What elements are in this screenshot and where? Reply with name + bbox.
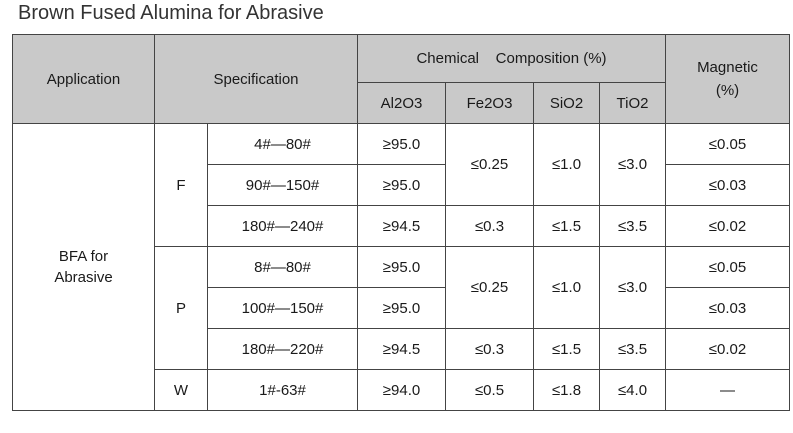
al2o3-cell: ≥94.5 [357,205,446,247]
magnetic-cell: ≤0.02 [665,328,790,370]
sio2-cell: ≤1.5 [533,205,600,247]
grade-cell: P [154,246,208,370]
magnetic-header-line1: Magnetic [697,59,758,76]
tio2-cell: ≤3.5 [599,328,666,370]
size-cell: 1#-63# [207,369,358,411]
col-fe2o3: Fe2O3 [445,82,534,124]
al2o3-cell: ≥95.0 [357,287,446,329]
table-row: 90#—150# ≥95.0 ≤0.03 [13,164,790,206]
fe2o3-cell: ≤0.3 [445,205,534,247]
sio2-cell: ≤1.0 [533,246,600,329]
fe2o3-cell: ≤0.25 [445,123,534,206]
al2o3-cell: ≥94.5 [357,328,446,370]
sio2-cell: ≤1.8 [533,369,600,411]
table-row: BFA for Abrasive F 4#—80# ≥95.0 ≤0.25 ≤1… [12,123,790,411]
tio2-cell: ≤3.5 [599,205,666,247]
al2o3-cell: ≥94.0 [357,369,446,411]
sio2-cell: ≤1.0 [533,123,600,206]
size-cell: 8#—80# [207,246,358,288]
grade-cell: W [154,369,208,411]
al2o3-cell: ≥95.0 [357,123,446,165]
al2o3-cell: ≥95.0 [357,246,446,288]
tio2-cell: ≤4.0 [599,369,666,411]
al2o3-cell: ≥95.0 [357,164,446,206]
col-sio2: SiO2 [533,82,600,124]
magnetic-cell: ≤0.02 [665,205,790,247]
chemical-composition-header: Chemical Composition (%) [357,34,666,83]
application-header: Application [12,34,155,124]
application-line2: Abrasive [54,269,113,286]
magnetic-cell: ≤0.03 [665,287,790,329]
sio2-cell: ≤1.5 [533,328,600,370]
table-row: 180#—240# ≥94.5 ≤0.3 ≤1.5 ≤3.5 ≤0.02 [13,205,790,247]
fe2o3-cell: ≤0.5 [445,369,534,411]
magnetic-cell: ≤0.05 [665,123,790,165]
col-tio2: TiO2 [599,82,666,124]
size-cell: 90#—150# [207,164,358,206]
magnetic-cell: ≤0.05 [665,246,790,288]
fe2o3-cell: ≤0.3 [445,328,534,370]
header-row: Application Specification Chemical Compo… [12,34,790,124]
size-cell: 100#—150# [207,287,358,329]
magnetic-header: Magnetic (%) [665,34,790,124]
table-row: W 1#-63# ≥94.0 ≤0.5 ≤1.8 ≤4.0 — [13,369,790,411]
specification-header: Specification [154,34,358,124]
application-cell: BFA for Abrasive [12,123,155,411]
fe2o3-cell: ≤0.25 [445,246,534,329]
col-al2o3: Al2O3 [357,82,446,124]
magnetic-cell: ≤0.03 [665,164,790,206]
tio2-cell: ≤3.0 [599,246,666,329]
size-cell: 180#—220# [207,328,358,370]
header-subrow: Al2O3 Fe2O3 SiO2 TiO2 [13,82,790,124]
size-cell: 4#—80# [207,123,358,165]
magnetic-header-line2: (%) [715,82,740,99]
size-cell: 180#—240# [207,205,358,247]
composition-table: Application Specification Chemical Compo… [12,34,790,411]
tio2-cell: ≤3.0 [599,123,666,206]
page-title: Brown Fused Alumina for Abrasive [18,2,324,24]
magnetic-cell: — [665,369,790,411]
grade-cell: F [154,123,208,247]
application-line1: BFA for [58,248,109,265]
